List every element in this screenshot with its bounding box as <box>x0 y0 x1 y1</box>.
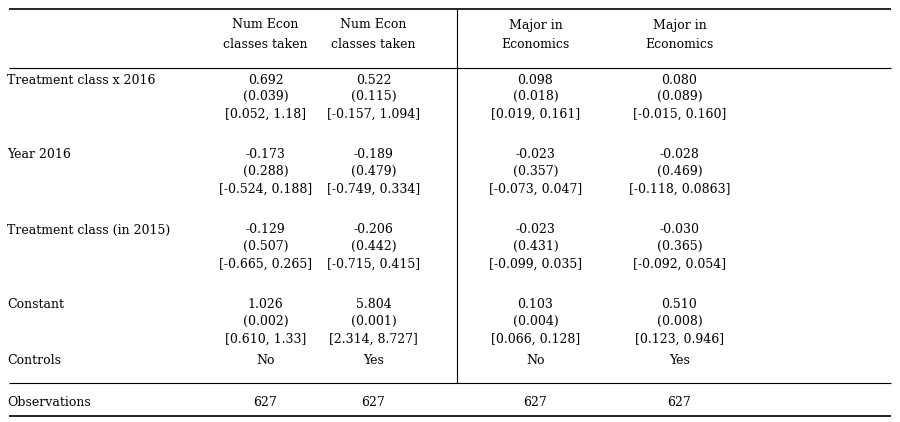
Text: [-0.118, 0.0863]: [-0.118, 0.0863] <box>629 182 730 195</box>
Text: (0.507): (0.507) <box>243 240 288 252</box>
Text: 0.522: 0.522 <box>356 73 392 87</box>
Text: (0.288): (0.288) <box>243 165 288 178</box>
Text: Yes: Yes <box>363 354 384 366</box>
Text: (0.039): (0.039) <box>243 89 288 103</box>
Text: (0.469): (0.469) <box>657 165 702 178</box>
Text: -0.028: -0.028 <box>660 149 699 162</box>
Text: (0.002): (0.002) <box>243 314 288 327</box>
Text: Constant: Constant <box>7 298 64 311</box>
Text: 627: 627 <box>524 395 547 408</box>
Text: Observations: Observations <box>7 395 91 408</box>
Text: 0.510: 0.510 <box>662 298 698 311</box>
Text: 627: 627 <box>254 395 277 408</box>
Text: 0.103: 0.103 <box>518 298 554 311</box>
Text: Yes: Yes <box>669 354 690 366</box>
Text: (0.004): (0.004) <box>513 314 558 327</box>
Text: (0.008): (0.008) <box>657 314 702 327</box>
Text: [-0.157, 1.094]: [-0.157, 1.094] <box>327 108 420 121</box>
Text: Controls: Controls <box>7 354 61 366</box>
Text: -0.023: -0.023 <box>516 149 555 162</box>
Text: -0.206: -0.206 <box>354 224 393 236</box>
Text: Treatment class (in 2015): Treatment class (in 2015) <box>7 224 170 236</box>
Text: Num Econ: Num Econ <box>232 19 299 32</box>
Text: 5.804: 5.804 <box>356 298 392 311</box>
Text: (0.431): (0.431) <box>513 240 558 252</box>
Text: classes taken: classes taken <box>223 38 308 51</box>
Text: [0.610, 1.33]: [0.610, 1.33] <box>225 333 306 346</box>
Text: [-0.015, 0.160]: [-0.015, 0.160] <box>633 108 726 121</box>
Text: [0.019, 0.161]: [0.019, 0.161] <box>491 108 580 121</box>
Text: 0.098: 0.098 <box>518 73 554 87</box>
Text: (0.479): (0.479) <box>351 165 396 178</box>
Text: Treatment class x 2016: Treatment class x 2016 <box>7 73 156 87</box>
Text: [-0.524, 0.188]: [-0.524, 0.188] <box>219 182 312 195</box>
Text: Year 2016: Year 2016 <box>7 149 71 162</box>
Text: (0.089): (0.089) <box>657 89 702 103</box>
Text: (0.365): (0.365) <box>657 240 702 252</box>
Text: [-0.665, 0.265]: [-0.665, 0.265] <box>219 257 312 271</box>
Text: [0.066, 0.128]: [0.066, 0.128] <box>491 333 580 346</box>
Text: 1.026: 1.026 <box>248 298 284 311</box>
Text: -0.189: -0.189 <box>354 149 393 162</box>
Text: -0.173: -0.173 <box>246 149 285 162</box>
Text: (0.018): (0.018) <box>513 89 558 103</box>
Text: 0.080: 0.080 <box>662 73 698 87</box>
Text: Economics: Economics <box>645 38 714 51</box>
Text: Num Econ: Num Econ <box>340 19 407 32</box>
Text: (0.357): (0.357) <box>513 165 558 178</box>
Text: No: No <box>256 354 274 366</box>
Text: Economics: Economics <box>501 38 570 51</box>
Text: -0.023: -0.023 <box>516 224 555 236</box>
Text: 627: 627 <box>362 395 385 408</box>
Text: Major in: Major in <box>652 19 706 32</box>
Text: [-0.715, 0.415]: [-0.715, 0.415] <box>327 257 420 271</box>
Text: classes taken: classes taken <box>331 38 416 51</box>
Text: 0.692: 0.692 <box>248 73 284 87</box>
Text: [0.052, 1.18]: [0.052, 1.18] <box>225 108 306 121</box>
Text: Major in: Major in <box>508 19 562 32</box>
Text: No: No <box>526 354 544 366</box>
Text: -0.030: -0.030 <box>660 224 699 236</box>
Text: (0.115): (0.115) <box>351 89 396 103</box>
Text: [-0.099, 0.035]: [-0.099, 0.035] <box>489 257 582 271</box>
Text: [-0.092, 0.054]: [-0.092, 0.054] <box>633 257 726 271</box>
Text: [-0.073, 0.047]: [-0.073, 0.047] <box>489 182 582 195</box>
Text: (0.442): (0.442) <box>351 240 396 252</box>
Text: [2.314, 8.727]: [2.314, 8.727] <box>329 333 418 346</box>
Text: (0.001): (0.001) <box>351 314 396 327</box>
Text: [-0.749, 0.334]: [-0.749, 0.334] <box>327 182 420 195</box>
Text: -0.129: -0.129 <box>246 224 285 236</box>
Text: 627: 627 <box>668 395 691 408</box>
Text: [0.123, 0.946]: [0.123, 0.946] <box>634 333 725 346</box>
